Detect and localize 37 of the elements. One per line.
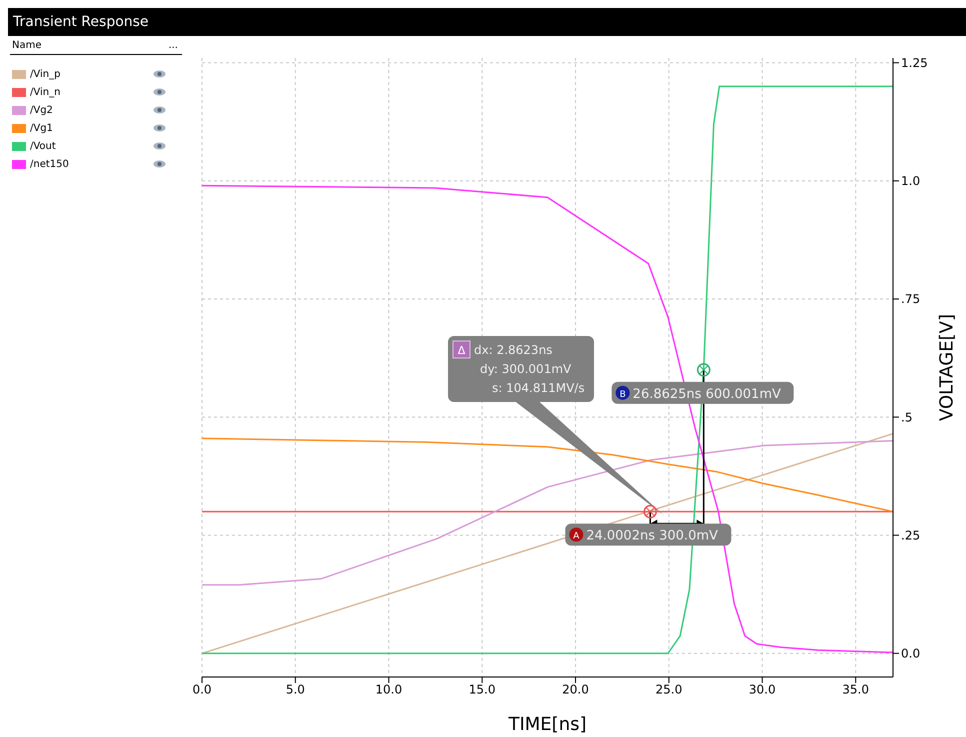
y-axis-title: VOLTAGE[V] <box>936 314 958 421</box>
line-series <box>202 184 893 654</box>
x-tick-label: 25.0 <box>656 682 682 697</box>
line-series <box>202 438 893 512</box>
legend-label: /Vg2 <box>30 104 54 116</box>
x-tick-label: 20.0 <box>562 682 589 697</box>
annotation: s: 104.811MV/s <box>492 381 585 395</box>
y-tick-label: .5 <box>901 410 912 424</box>
annotation: 26.8625ns 600.001mV <box>632 386 781 402</box>
y-tick-label: 0.0 <box>901 646 920 661</box>
x-tick-label: 30.0 <box>748 682 776 697</box>
x-axis-title: TIME[ns] <box>507 714 587 735</box>
x-tick-label: 5.0 <box>286 682 305 697</box>
x-tick-label: 0.0 <box>192 682 212 697</box>
y-tick-label: 1.0 <box>901 174 920 188</box>
annotation: B <box>620 390 626 400</box>
legend-label: /Vout <box>30 140 57 152</box>
text: Transient Response <box>8 8 966 36</box>
y-tick-label: .75 <box>901 292 920 306</box>
x-tick-label: 35.0 <box>842 682 870 697</box>
line-series <box>202 440 893 586</box>
text: ... <box>168 40 178 51</box>
line-series <box>202 86 893 654</box>
legend-label: /net150 <box>30 158 70 170</box>
x-tick-label: 10.0 <box>375 682 402 697</box>
x-tick-label: 15.0 <box>468 682 496 697</box>
legend-title: Name <box>12 40 42 51</box>
annotation: Δ <box>458 344 466 357</box>
annotation: dy: 300.001mV <box>480 362 572 376</box>
legend-label: /Vin_n <box>30 86 62 98</box>
annotation: dx: 2.8623ns <box>474 343 552 357</box>
annotation: A <box>573 532 580 542</box>
y-tick-label: .25 <box>901 528 920 543</box>
legend-label: /Vg1 <box>30 122 54 134</box>
legend-label: /Vin_p <box>30 68 62 80</box>
y-tick-label: 1.25 <box>901 56 928 70</box>
annotation: 24.0002ns 300.0mV <box>586 528 718 544</box>
